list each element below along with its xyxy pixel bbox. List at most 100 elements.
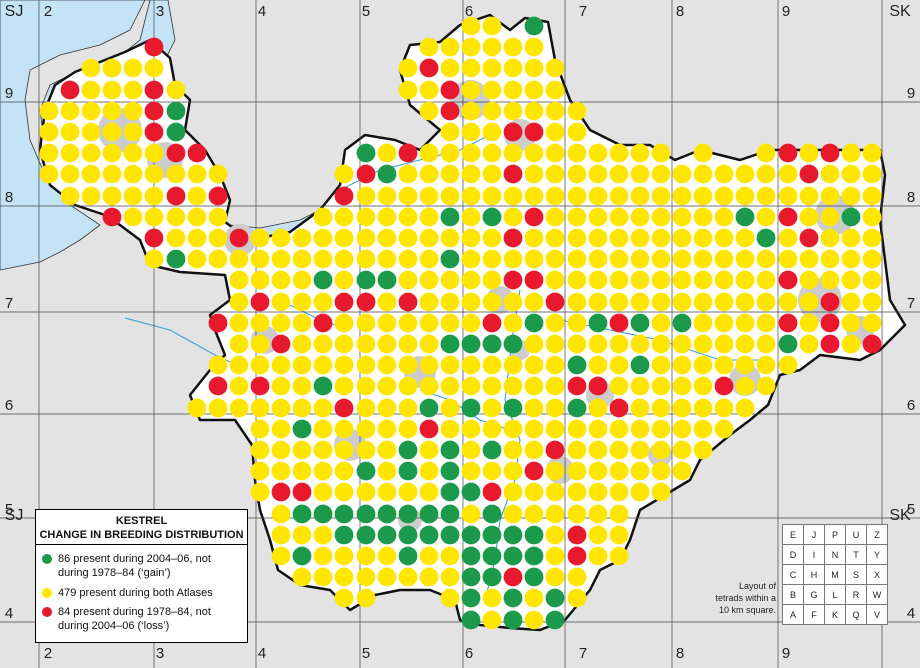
tetrad-dot-both: [588, 398, 608, 418]
tetrad-dot-both: [334, 355, 354, 375]
tetrad-dot-both: [693, 207, 713, 227]
tetrad-dot-both: [735, 270, 755, 290]
tetrad-dot-both: [461, 292, 481, 312]
tetrad-dot-both: [398, 207, 418, 227]
tetrad-dot-both: [271, 398, 291, 418]
tetrad-dot-gain: [377, 164, 397, 184]
tetrad-dot-both: [524, 398, 544, 418]
tetrad-dot-both: [292, 355, 312, 375]
tetrad-dot-both: [377, 313, 397, 333]
tetrad-dot-loss: [503, 567, 523, 587]
tetrad-dot-both: [503, 80, 523, 100]
tetrad-dot-both: [440, 292, 460, 312]
tetrad-dot-both: [545, 461, 565, 481]
tetrad-dot-both: [756, 376, 776, 396]
tetrad-dot-both: [778, 186, 798, 206]
tetrad-dot-both: [313, 567, 333, 587]
tetrad-dot-both: [419, 186, 439, 206]
tetrad-dot-both: [292, 313, 312, 333]
tetrad-dot-both: [672, 292, 692, 312]
tetrad-dot-both: [144, 207, 164, 227]
tetrad-dot-loss: [567, 376, 587, 396]
tetrad-dot-both: [356, 376, 376, 396]
northing-label-left: 7: [5, 295, 13, 312]
tetrad-dot-gain: [356, 525, 376, 545]
tetrad-dot-both: [123, 80, 143, 100]
tetrad-dot-both: [398, 186, 418, 206]
tetrad-dot-both: [440, 355, 460, 375]
tetrad-dot-both: [524, 186, 544, 206]
tetrad-dot-gain: [482, 440, 502, 460]
tetrad-dot-both: [609, 334, 629, 354]
tetrad-dot-both: [630, 186, 650, 206]
easting-label-top: 2: [44, 3, 52, 20]
tetrad-dot-both: [271, 228, 291, 248]
tetrad-dot-both: [377, 461, 397, 481]
tetrad-dot-both: [250, 461, 270, 481]
tetrad-dot-both: [398, 398, 418, 418]
tetrad-dot-both: [398, 376, 418, 396]
tetrad-dot-both: [39, 164, 59, 184]
easting-label-bottom: 9: [782, 645, 790, 662]
tetrad-dot-both: [60, 122, 80, 142]
tetrad-dot-both: [651, 207, 671, 227]
tetrad-dot-both: [482, 355, 502, 375]
tetrad-dot-both: [503, 58, 523, 78]
tetrad-dot-both: [292, 440, 312, 460]
tetrad-dot-both: [503, 461, 523, 481]
tetrad-dot-both: [545, 419, 565, 439]
tetrad-dot-gain: [567, 355, 587, 375]
tetrad-dot-both: [567, 313, 587, 333]
tetrad-dot-gain: [377, 270, 397, 290]
northing-label-left: 8: [5, 189, 13, 206]
tetrad-dot-both: [756, 249, 776, 269]
tetrad-dot-both: [81, 58, 101, 78]
tetrad-cell: T: [845, 544, 867, 565]
tetrad-dot-both: [693, 292, 713, 312]
tetrad-dot-both: [630, 292, 650, 312]
tetrad-dot-both: [440, 398, 460, 418]
tetrad-dot-gain: [778, 334, 798, 354]
tetrad-dot-both: [567, 334, 587, 354]
tetrad-dot-both: [419, 334, 439, 354]
tetrad-dot-both: [503, 37, 523, 57]
tetrad-dot-both: [841, 186, 861, 206]
tetrad-dot-both: [862, 249, 882, 269]
tetrad-dot-gain: [503, 610, 523, 630]
tetrad-dot-loss: [419, 419, 439, 439]
tetrad-dot-both: [588, 461, 608, 481]
tetrad-dot-both: [60, 143, 80, 163]
tetrad-dot-loss: [271, 334, 291, 354]
tetrad-dot-both: [419, 270, 439, 290]
tetrad-dot-both: [461, 58, 481, 78]
easting-label-bottom: 3: [156, 645, 164, 662]
tetrad-dot-both: [672, 461, 692, 481]
tetrad-dot-both: [482, 419, 502, 439]
tetrad-dot-both: [503, 249, 523, 269]
tetrad-dot-gain: [398, 525, 418, 545]
tetrad-dot-loss: [799, 164, 819, 184]
tetrad-dot-both: [419, 313, 439, 333]
tetrad-dot-both: [588, 207, 608, 227]
tetrad-dot-both: [39, 101, 59, 121]
tetrad-dot-both: [714, 355, 734, 375]
tetrad-dot-both: [419, 440, 439, 460]
tetrad-dot-both: [102, 143, 122, 163]
tetrad-dot-both: [144, 186, 164, 206]
tetrad-dot-both: [672, 207, 692, 227]
easting-label-top: 9: [782, 3, 790, 20]
tetrad-dot-both: [419, 164, 439, 184]
tetrad-dot-both: [60, 164, 80, 184]
tetrad-dot-both: [545, 355, 565, 375]
tetrad-dot-both: [461, 143, 481, 163]
tetrad-dot-both: [39, 143, 59, 163]
tetrad-dot-both: [334, 588, 354, 608]
tetrad-dot-both: [208, 249, 228, 269]
tetrad-dot-both: [862, 143, 882, 163]
tetrad-dot-both: [735, 186, 755, 206]
tetrad-dot-both: [609, 376, 629, 396]
tetrad-dot-both: [187, 186, 207, 206]
tetrad-dot-both: [545, 164, 565, 184]
